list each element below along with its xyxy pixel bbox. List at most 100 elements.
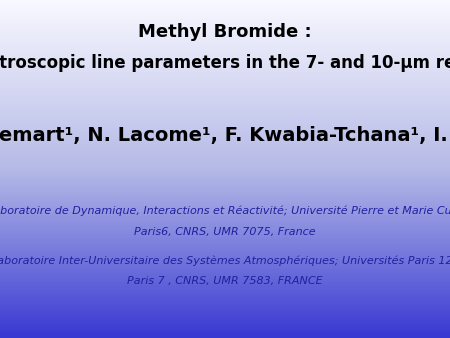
Bar [0, 37, 450, 38]
Bar [0, 328, 450, 329]
Bar [0, 307, 450, 308]
Bar [0, 324, 450, 325]
Bar [0, 13, 450, 14]
Bar [0, 193, 450, 194]
Bar [0, 67, 450, 68]
Bar [0, 155, 450, 156]
Bar [0, 6, 450, 7]
Bar [0, 305, 450, 307]
Bar [0, 203, 450, 204]
Bar [0, 273, 450, 274]
Bar [0, 268, 450, 269]
Bar [0, 121, 450, 122]
Bar [0, 102, 450, 104]
Bar [0, 149, 450, 150]
Bar [0, 207, 450, 209]
Bar [0, 241, 450, 242]
Bar [0, 248, 450, 249]
Bar [0, 17, 450, 18]
Bar [0, 264, 450, 265]
Bar [0, 180, 450, 182]
Bar [0, 20, 450, 21]
Bar [0, 271, 450, 273]
Bar [0, 0, 450, 1]
Bar [0, 212, 450, 213]
Bar [0, 86, 450, 87]
Bar [0, 111, 450, 112]
Bar [0, 189, 450, 190]
Bar [0, 142, 450, 143]
Bar [0, 325, 450, 327]
Bar [0, 15, 450, 16]
Bar [0, 126, 450, 127]
Bar [0, 108, 450, 109]
Bar [0, 146, 450, 148]
Bar [0, 79, 450, 80]
Bar [0, 331, 450, 332]
Bar [0, 187, 450, 188]
Bar [0, 222, 450, 223]
Bar [0, 68, 450, 69]
Bar [0, 269, 450, 270]
Bar [0, 148, 450, 149]
Bar [0, 200, 450, 202]
Bar [0, 334, 450, 335]
Bar [0, 168, 450, 169]
Bar [0, 265, 450, 266]
Bar [0, 61, 450, 62]
Bar [0, 28, 450, 29]
Bar [0, 159, 450, 160]
Bar [0, 58, 450, 60]
Bar [0, 315, 450, 317]
Bar [0, 188, 450, 189]
Bar [0, 144, 450, 145]
Bar [0, 154, 450, 155]
Bar [0, 176, 450, 177]
Bar [0, 195, 450, 196]
Bar [0, 244, 450, 246]
Bar [0, 113, 450, 114]
Bar [0, 115, 450, 116]
Bar [0, 327, 450, 328]
Bar [0, 166, 450, 167]
Bar [0, 300, 450, 301]
Bar [0, 250, 450, 251]
Bar [0, 42, 450, 43]
Bar [0, 57, 450, 58]
Bar [0, 312, 450, 313]
Bar [0, 8, 450, 9]
Bar [0, 239, 450, 240]
Bar [0, 332, 450, 334]
Bar [0, 313, 450, 314]
Bar [0, 94, 450, 95]
Bar [0, 323, 450, 324]
Bar [0, 27, 450, 28]
Bar [0, 308, 450, 309]
Bar [0, 40, 450, 41]
Bar [0, 47, 450, 48]
Bar [0, 278, 450, 280]
Bar [0, 50, 450, 51]
Bar [0, 204, 450, 205]
Bar [0, 44, 450, 45]
Bar [0, 227, 450, 229]
Bar [0, 247, 450, 248]
Bar [0, 97, 450, 98]
Bar [0, 70, 450, 71]
Bar [0, 100, 450, 101]
Bar [0, 276, 450, 277]
Bar [0, 246, 450, 247]
Bar [0, 24, 450, 25]
Bar [0, 55, 450, 56]
Bar [0, 274, 450, 275]
Bar [0, 183, 450, 184]
Bar [0, 336, 450, 337]
Bar [0, 229, 450, 230]
Bar [0, 198, 450, 199]
Bar [0, 38, 450, 40]
Bar [0, 74, 450, 75]
Bar [0, 54, 450, 55]
Bar [0, 199, 450, 200]
Bar [0, 80, 450, 81]
Bar [0, 169, 450, 170]
